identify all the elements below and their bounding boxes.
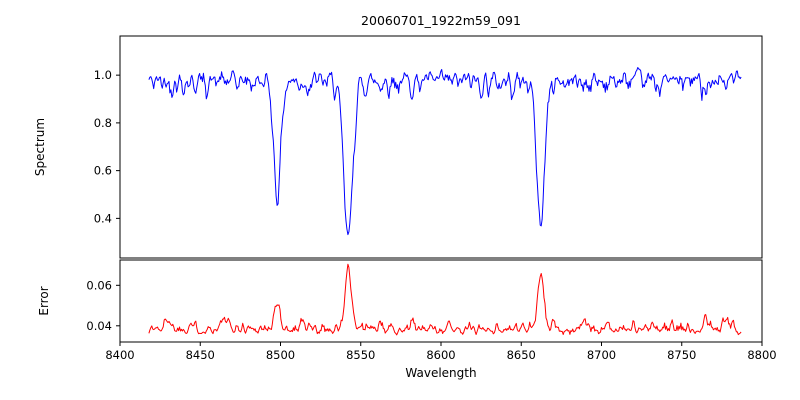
- x-tick-label: 8650: [507, 348, 536, 362]
- x-tick-label: 8400: [105, 348, 134, 362]
- chart-title: 20060701_1922m59_091: [361, 13, 521, 28]
- error-y-tick-label: 0.04: [86, 319, 112, 333]
- x-tick-label: 8550: [346, 348, 375, 362]
- plot-generated-content: 0.4 0.6 0.8 1.0 0.04 0.06 8400 8450 8500 8550 8600…: [86, 35, 777, 362]
- spectrum-y-tick-label: 1.0: [94, 68, 112, 82]
- error-line: [148, 263, 742, 336]
- x-tick-label: 8800: [747, 348, 776, 362]
- spectrum-y-tick-label: 0.6: [94, 164, 112, 178]
- spectrum-y-tick-label: 0.8: [94, 116, 112, 130]
- spectrum-plot-area: [119, 35, 763, 259]
- x-axis-label: Wavelength: [405, 366, 476, 380]
- x-tick-label: 8500: [266, 348, 295, 362]
- error-y-tick-label: 0.06: [86, 278, 112, 292]
- y-axis-label-spectrum: Spectrum: [33, 118, 47, 176]
- x-tick-label: 8600: [426, 348, 455, 362]
- spectrum-y-tick-label: 0.4: [94, 211, 112, 225]
- x-tick-label: 8450: [186, 348, 215, 362]
- x-tick-label: 8750: [667, 348, 696, 362]
- x-tick-label: 8700: [587, 348, 616, 362]
- y-axis-label-error: Error: [37, 286, 51, 315]
- spectrum-line: [148, 67, 742, 236]
